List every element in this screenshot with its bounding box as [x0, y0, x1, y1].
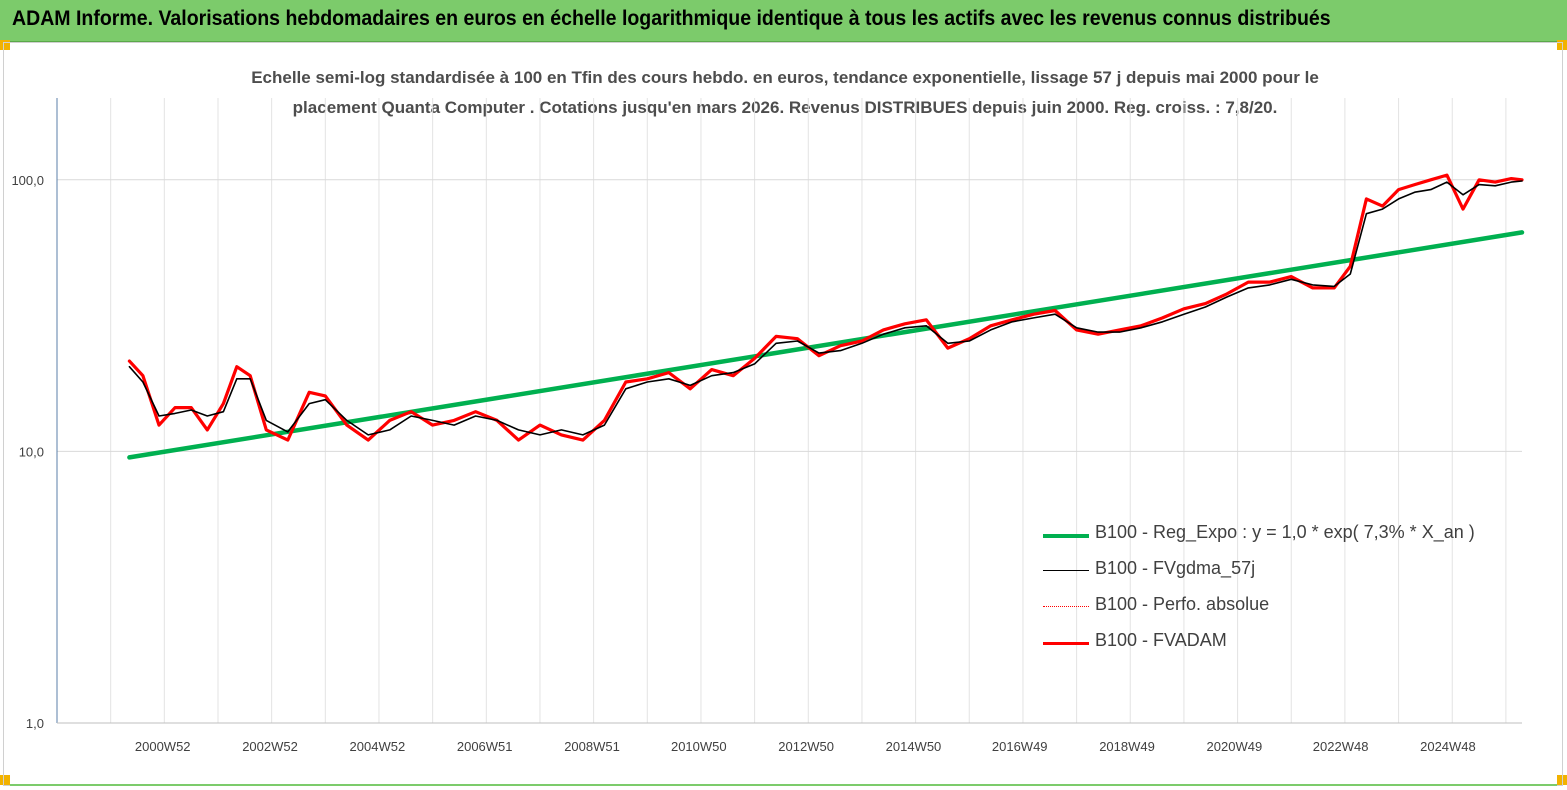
series-line-trend [127, 230, 1525, 460]
x-tick-label: 2000W52 [135, 739, 191, 754]
x-tick-label: 2010W50 [671, 739, 727, 754]
legend-label: B100 - FVgdma_57j [1095, 558, 1256, 578]
corner-marker-bottom-left [0, 775, 10, 785]
legend-label: B100 - Reg_Expo : y = 1,0 * exp( 7,3% * … [1095, 522, 1475, 542]
x-tick-label: 2012W50 [778, 739, 834, 754]
legend-swatch [1043, 570, 1089, 571]
y-tick-label: 100,0 [11, 173, 44, 188]
chart-title-line-1: Echelle semi-log standardisée à 100 en T… [251, 68, 1319, 87]
legend-label: B100 - FVADAM [1095, 630, 1227, 650]
legend-swatch [1043, 534, 1089, 538]
corner-marker-top-left [0, 40, 10, 50]
chart-title-line-2: placement Quanta Computer . Cotations ju… [292, 98, 1278, 117]
report-header: ADAM Informe. Valorisations hebdomadaire… [0, 0, 1567, 42]
x-tick-label: 2022W48 [1313, 739, 1369, 754]
legend-label: B100 - Perfo. absolue [1095, 594, 1270, 614]
tick-labels: 1,0 10,0 100,0 2000W52 2002W52 2004W52 2006W51… [11, 173, 1475, 754]
x-tick-label: 2004W52 [350, 739, 406, 754]
legend-swatch [1043, 606, 1089, 607]
legend-swatch [1043, 642, 1089, 645]
x-tick-label: 2024W48 [1420, 739, 1476, 754]
grid-lines [56, 98, 1522, 724]
series-line-perf [128, 174, 1523, 441]
series-line-fvadam [127, 173, 1524, 442]
series-line-smooth [128, 180, 1523, 436]
x-tick-label: 2018W49 [1099, 739, 1155, 754]
x-tick-label: 2016W49 [992, 739, 1048, 754]
x-tick-label: 2008W51 [564, 739, 620, 754]
x-tick-label: 2020W49 [1207, 739, 1263, 754]
x-tick-label: 2006W51 [457, 739, 513, 754]
x-tick-label: 2014W50 [886, 739, 942, 754]
axes [56, 98, 1522, 724]
x-tick-label: 2002W52 [242, 739, 298, 754]
y-tick-label: 10,0 [19, 444, 44, 459]
report-title: ADAM Informe. Valorisations hebdomadaire… [12, 7, 1331, 30]
y-tick-label: 1,0 [26, 716, 44, 731]
bottom-divider [10, 784, 1557, 786]
series-group [127, 173, 1525, 460]
